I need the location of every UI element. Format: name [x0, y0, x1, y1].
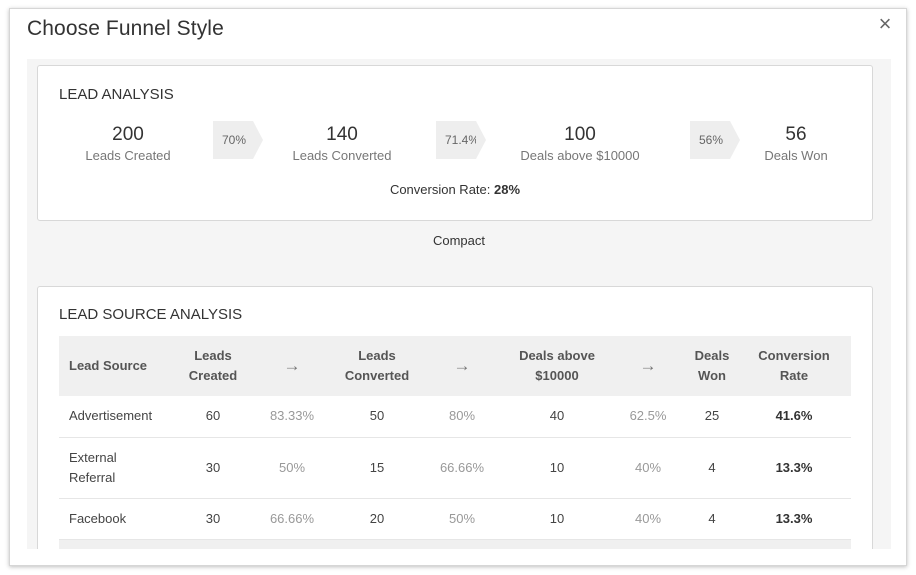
header-line: Created — [188, 368, 238, 383]
cell-deals-above: 10 — [505, 437, 609, 499]
stage-value: 140 — [326, 124, 358, 145]
stage-value: 56 — [785, 124, 807, 145]
cell-deals-above: 40 — [505, 396, 609, 438]
column-header-leads-converted: Leads Converted — [335, 336, 419, 396]
header-line: Leads — [358, 348, 396, 363]
arrow-right-icon: → — [609, 336, 687, 396]
cell-lead-source: Facebook — [59, 498, 177, 540]
cell-leads-created: 30 — [177, 437, 249, 499]
stage-rate-chevron: 71.4% — [436, 121, 486, 159]
cell-conversion-rate: 13.3% — [737, 498, 851, 540]
cell-deals-above: 10 — [505, 498, 609, 540]
cell-rate: 50% — [419, 498, 505, 540]
stage-label: Deals above $10000 — [520, 148, 640, 163]
cell-deals-won: 25 — [687, 396, 737, 438]
header-line: Deals — [694, 348, 730, 363]
conversion-rate-value: 28% — [494, 182, 521, 197]
arrow-right-icon: → — [419, 336, 505, 396]
stage-label: Leads Created — [85, 148, 171, 163]
cell-leads-converted: 15 — [335, 437, 419, 499]
cell-rate: 62.5% — [609, 396, 687, 438]
column-header-conversion-rate: Conversion Rate — [737, 336, 851, 396]
header-line: $10000 — [535, 368, 579, 383]
lead-analysis-title: LEAD ANALYSIS — [59, 86, 174, 103]
source-line: External — [69, 449, 117, 465]
stage-label: Deals Won — [764, 148, 828, 163]
stage-rate-chevron: 56% — [690, 121, 740, 159]
lead-analysis-card[interactable]: LEAD ANALYSIS 200 Leads Created 70% 140 … — [37, 65, 873, 221]
lead-source-analysis-title: LEAD SOURCE ANALYSIS — [59, 306, 243, 323]
style-option-label: Compact — [432, 233, 486, 248]
table-row: Advertisement 60 83.33% 50 80% 40 62.5% … — [59, 396, 851, 438]
table-row: External Referral 30 50% 15 66.66% 10 40… — [59, 437, 851, 499]
stage-leads-created: 200 Leads Created — [68, 124, 188, 163]
table-header-row: Lead Source Leads Created → Leads Conver… — [59, 336, 851, 396]
arrow-right-icon: → — [249, 336, 335, 396]
header-line: Won — [698, 368, 726, 383]
header-line: Deals above — [519, 348, 595, 363]
column-header-leads-created: Leads Created — [177, 336, 249, 396]
lead-source-analysis-card[interactable]: LEAD SOURCE ANALYSIS Lead Source Leads C… — [37, 286, 873, 549]
column-header-deals-above: Deals above $10000 — [505, 336, 609, 396]
stage-deals-above: 100 Deals above $10000 — [502, 124, 658, 163]
table-row: Facebook 30 66.66% 20 50% 10 40% 4 13.3% — [59, 498, 851, 540]
table-footer-row — [59, 539, 851, 549]
stage-leads-converted: 140 Leads Converted — [272, 124, 412, 163]
conversion-rate: Conversion Rate: 28% — [38, 182, 872, 197]
cell-leads-created: 30 — [177, 498, 249, 540]
cell-conversion-rate: 13.3% — [737, 437, 851, 499]
header-line: Conversion — [758, 348, 830, 363]
funnel-style-list[interactable]: LEAD ANALYSIS 200 Leads Created 70% 140 … — [27, 59, 891, 549]
column-header-deals-won: Deals Won — [687, 336, 737, 396]
cell-rate: 80% — [419, 396, 505, 438]
cell-deals-won: 4 — [687, 498, 737, 540]
cell-rate: 66.66% — [419, 437, 505, 499]
cell-rate: 40% — [609, 498, 687, 540]
cell-lead-source: External Referral — [59, 437, 177, 499]
conversion-rate-label: Conversion Rate: — [389, 182, 491, 197]
source-line: Referral — [69, 469, 116, 485]
header-line: Rate — [779, 368, 809, 383]
stage-value: 100 — [564, 124, 596, 145]
cell-rate: 50% — [249, 437, 335, 499]
cell-leads-created: 60 — [177, 396, 249, 438]
cell-rate: 40% — [609, 437, 687, 499]
cell-deals-won: 4 — [687, 437, 737, 499]
stage-label: Leads Converted — [292, 148, 392, 163]
cell-lead-source: Advertisement — [59, 396, 177, 438]
lead-source-table: Lead Source Leads Created → Leads Conver… — [59, 336, 851, 549]
close-icon[interactable]: × — [878, 11, 892, 36]
dialog-title: Choose Funnel Style — [27, 17, 224, 40]
cell-leads-converted: 20 — [335, 498, 419, 540]
header-line: Converted — [344, 368, 410, 383]
header-line: Leads — [194, 348, 232, 363]
stage-rate-chevron: 70% — [213, 121, 263, 159]
stage-value: 200 — [112, 124, 144, 145]
funnel-style-dialog: Choose Funnel Style × LEAD ANALYSIS 200 … — [9, 8, 907, 566]
table-footer — [59, 539, 851, 549]
column-header-lead-source: Lead Source — [59, 336, 177, 396]
cell-conversion-rate: 41.6% — [737, 396, 851, 438]
cell-rate: 66.66% — [249, 498, 335, 540]
cell-leads-converted: 50 — [335, 396, 419, 438]
cell-rate: 83.33% — [249, 396, 335, 438]
stage-deals-won: 56 Deals Won — [750, 124, 842, 163]
